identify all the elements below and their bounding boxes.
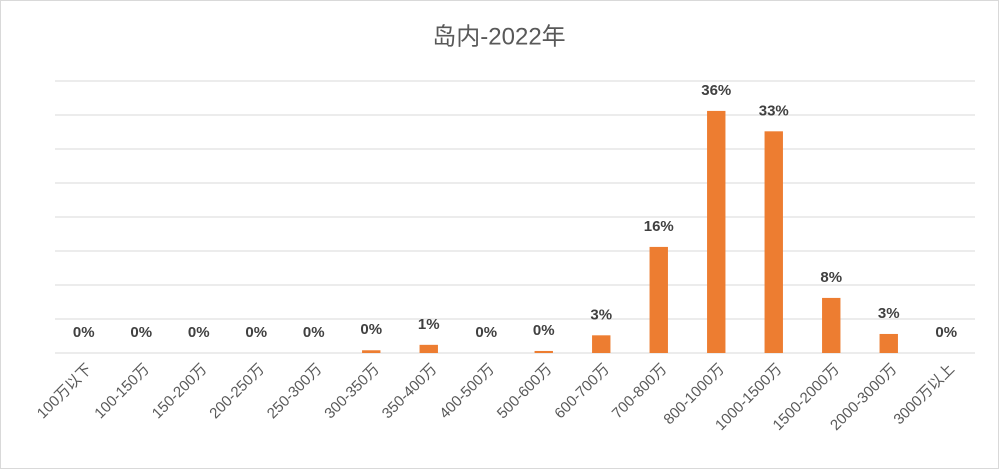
bar: [362, 350, 381, 353]
data-label: 1%: [418, 316, 440, 333]
data-label: 0%: [73, 324, 95, 341]
data-label: 8%: [820, 269, 842, 286]
bar: [707, 110, 726, 353]
data-label: 33%: [759, 102, 789, 119]
bar: [879, 333, 898, 353]
data-label: 36%: [701, 82, 731, 99]
chart-title: 岛内-2022年: [432, 23, 565, 50]
data-label: 0%: [475, 324, 497, 341]
bar: [822, 297, 841, 353]
data-label: 0%: [303, 324, 325, 341]
data-label: 0%: [245, 324, 267, 341]
data-label: 0%: [935, 324, 957, 341]
data-label: 3%: [878, 305, 900, 322]
bar: [592, 335, 611, 353]
data-label: 0%: [188, 324, 210, 341]
data-label: 0%: [360, 321, 382, 338]
data-label: 0%: [130, 324, 152, 341]
bar: [534, 350, 553, 353]
bar: [649, 246, 668, 353]
data-label: 3%: [590, 306, 612, 323]
bar: [764, 131, 783, 353]
bar: [419, 344, 438, 353]
data-label: 16%: [644, 218, 674, 235]
data-label: 0%: [533, 322, 555, 339]
